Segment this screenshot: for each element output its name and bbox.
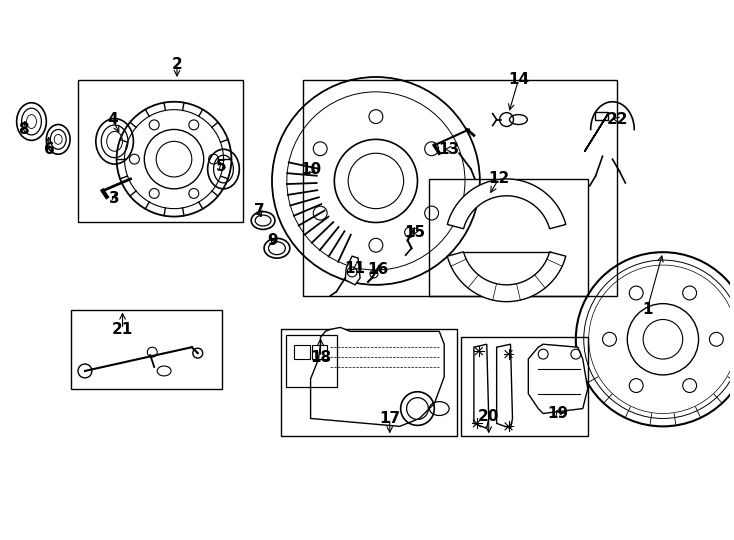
Bar bbox=[302, 80, 617, 296]
Text: 9: 9 bbox=[268, 233, 278, 248]
Text: 2: 2 bbox=[172, 57, 182, 72]
Bar bbox=[78, 80, 243, 222]
Text: 6: 6 bbox=[44, 142, 54, 157]
Text: 7: 7 bbox=[254, 203, 264, 218]
Text: 19: 19 bbox=[548, 406, 569, 421]
Text: 13: 13 bbox=[439, 142, 459, 157]
Polygon shape bbox=[447, 252, 566, 302]
Polygon shape bbox=[345, 256, 360, 285]
Bar bbox=[294, 345, 310, 359]
Text: 22: 22 bbox=[606, 112, 628, 127]
Text: 10: 10 bbox=[300, 161, 321, 177]
Bar bbox=[461, 338, 588, 436]
Text: 12: 12 bbox=[488, 171, 509, 186]
Bar bbox=[286, 335, 338, 387]
Text: 1: 1 bbox=[642, 302, 653, 317]
Bar bbox=[71, 309, 222, 389]
Text: 5: 5 bbox=[217, 159, 227, 173]
Bar bbox=[429, 179, 588, 296]
Text: 4: 4 bbox=[107, 112, 118, 127]
Bar bbox=[595, 112, 608, 119]
Text: 15: 15 bbox=[404, 225, 425, 240]
Text: 8: 8 bbox=[18, 122, 29, 137]
Polygon shape bbox=[310, 327, 444, 427]
Text: 16: 16 bbox=[367, 262, 388, 278]
Bar bbox=[281, 329, 457, 436]
Bar bbox=[311, 345, 327, 359]
Text: 18: 18 bbox=[310, 349, 331, 364]
Polygon shape bbox=[447, 179, 566, 229]
Polygon shape bbox=[528, 344, 588, 414]
Text: 20: 20 bbox=[478, 409, 499, 424]
Text: 3: 3 bbox=[109, 191, 120, 206]
Polygon shape bbox=[474, 344, 489, 428]
Text: 21: 21 bbox=[112, 322, 133, 337]
Circle shape bbox=[117, 102, 231, 217]
Text: 11: 11 bbox=[345, 260, 366, 275]
Polygon shape bbox=[497, 344, 512, 428]
Text: 17: 17 bbox=[379, 411, 400, 426]
Text: 14: 14 bbox=[508, 72, 529, 87]
